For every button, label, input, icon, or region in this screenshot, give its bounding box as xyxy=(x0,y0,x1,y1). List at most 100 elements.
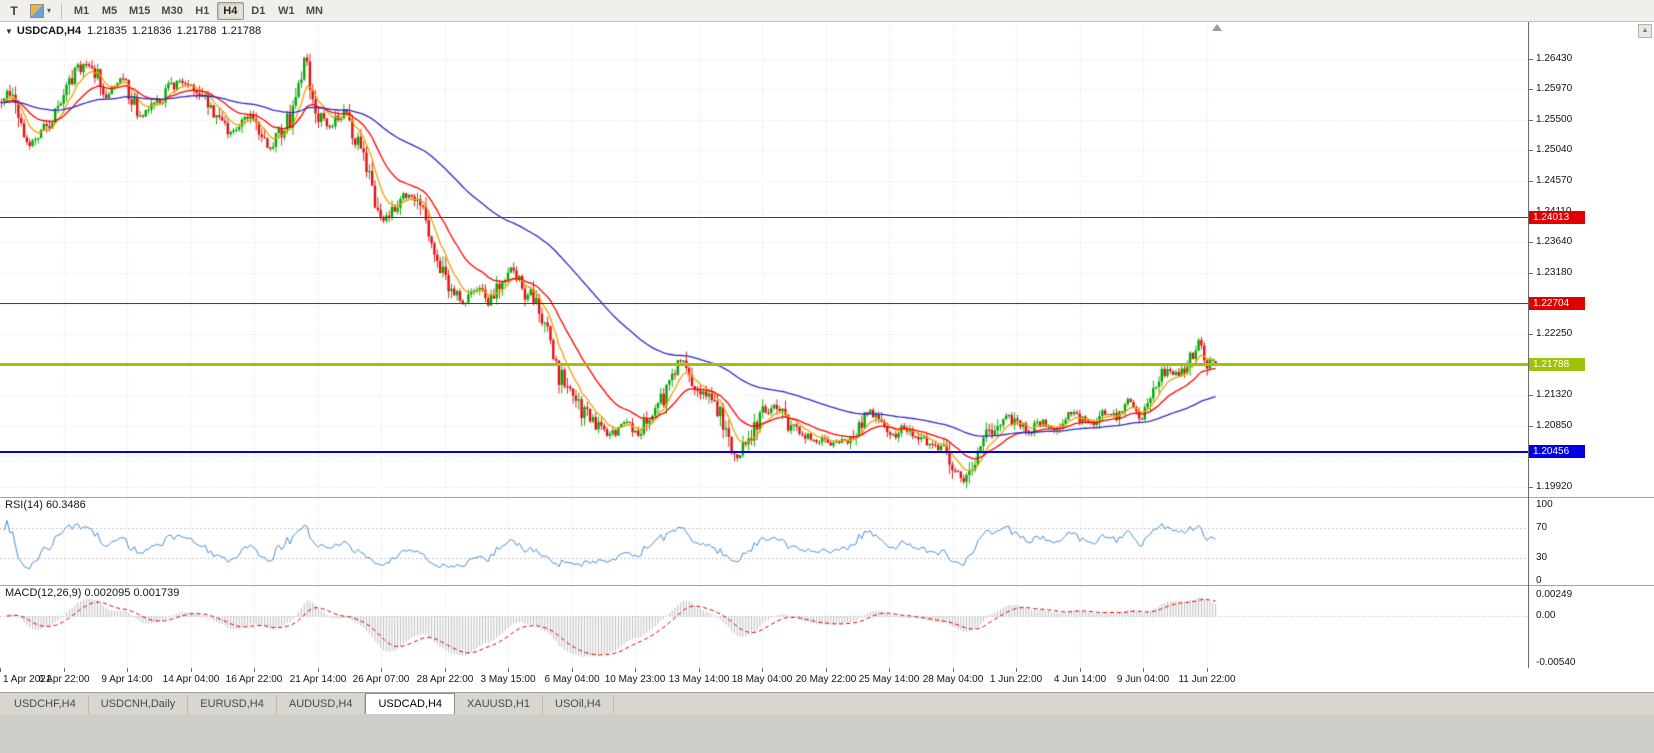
rsi-axis-label: 0 xyxy=(1536,575,1542,586)
timeframe-button-W1[interactable]: W1 xyxy=(273,2,300,20)
price-axis-tick xyxy=(1529,59,1533,60)
chart-tab-USDCAD-H4[interactable]: USDCAD,H4 xyxy=(365,693,456,714)
time-axis-label: 10 May 23:00 xyxy=(604,674,666,685)
price-axis-label: 1.25970 xyxy=(1536,83,1573,94)
scrollbar-up-button[interactable]: ▲ xyxy=(1638,24,1652,38)
time-axis-label: 25 May 14:00 xyxy=(858,674,920,685)
time-axis-label: 20 May 22:00 xyxy=(795,674,857,685)
high-value: 1.21836 xyxy=(131,25,172,37)
low-value: 1.21788 xyxy=(176,25,217,37)
chart-region: ▼ USDCAD,H4 1.21835 1.21836 1.21788 1.21788 R… xyxy=(0,22,1654,692)
price-axis-tick xyxy=(1529,273,1533,274)
price-axis-tick xyxy=(1529,395,1533,396)
horizontal-line-1.2178[interactable] xyxy=(0,363,1528,367)
rsi-current-value: 60.3486 xyxy=(45,499,86,511)
chart-tab-AUDUSD-H4[interactable]: AUDUSD,H4 xyxy=(277,695,366,714)
collapse-arrow-icon[interactable]: ▼ xyxy=(5,27,13,36)
price-tag-1.24013: 1.24013 xyxy=(1529,211,1585,224)
macd-main-value: 0.002095 xyxy=(84,587,131,599)
chart-tab-USDCHF-H4[interactable]: USDCHF,H4 xyxy=(2,695,89,714)
chart-toolbar: T ▾ M1 M5 M15 M30 H1 H4 D1 W1 MN xyxy=(0,0,1654,22)
chart-shift-marker xyxy=(1212,24,1222,31)
time-axis-label: 28 Apr 22:00 xyxy=(416,674,474,685)
price-tag-1.21788: 1.21788 xyxy=(1529,358,1585,371)
chart-tab-XAUUSD-H1[interactable]: XAUUSD,H1 xyxy=(455,695,543,714)
price-axis-tick xyxy=(1529,487,1533,488)
chart-ohlc-header: ▼ USDCAD,H4 1.21835 1.21836 1.21788 1.21788 xyxy=(5,25,266,37)
time-axis-tick xyxy=(699,668,700,672)
price-axis-label: 1.19920 xyxy=(1536,481,1573,492)
time-axis-tick xyxy=(1143,668,1144,672)
chart-tab-USDCNH-Daily[interactable]: USDCNH,Daily xyxy=(89,695,189,714)
price-axis-label: 1.22250 xyxy=(1536,328,1573,339)
time-axis-tick xyxy=(127,668,128,672)
chart-tab-USOil-H4[interactable]: USOil,H4 xyxy=(543,695,614,714)
chart-tab-EURUSD-H4[interactable]: EURUSD,H4 xyxy=(188,695,277,714)
price-axis-label: 1.25040 xyxy=(1536,144,1573,155)
pane-separator-rsi[interactable] xyxy=(0,497,1654,498)
time-scale: 1 Apr 2021 6 Apr 22:00 9 Apr 14:00 14 Apr 0… xyxy=(0,668,1654,692)
close-value: 1.21788 xyxy=(221,25,262,37)
time-axis-label: 11 Jun 22:00 xyxy=(1178,674,1236,685)
time-axis-label: 26 Apr 07:00 xyxy=(352,674,410,685)
rsi-axis-label: 70 xyxy=(1536,522,1548,533)
price-axis-label: 1.24570 xyxy=(1536,175,1573,186)
time-axis-tick xyxy=(318,668,319,672)
macd-axis-label: 0.00249 xyxy=(1536,589,1573,600)
time-axis-label: 16 Apr 22:00 xyxy=(225,674,283,685)
macd-axis-label: 0.00 xyxy=(1536,610,1556,621)
timeframe-button-M15[interactable]: M15 xyxy=(124,2,155,20)
horizontal-line-1.22704[interactable] xyxy=(0,303,1528,305)
rsi-indicator-label: RSI(14) 60.3486 xyxy=(5,499,86,511)
price-tag-1.22704: 1.22704 xyxy=(1529,297,1585,310)
time-axis-label: 18 May 04:00 xyxy=(731,674,793,685)
macd-indicator-label: MACD(12,26,9) 0.002095 0.001739 xyxy=(5,587,179,599)
time-axis-tick xyxy=(381,668,382,672)
time-axis-tick xyxy=(1016,668,1017,672)
price-axis-tick xyxy=(1529,181,1533,182)
candlestick-chart-canvas[interactable] xyxy=(0,22,1528,668)
time-axis-label: 9 Jun 04:00 xyxy=(1116,674,1170,685)
price-axis-label: 1.23640 xyxy=(1536,236,1573,247)
drawing-tool-button[interactable]: ▾ xyxy=(26,2,55,20)
time-axis-label: 3 May 15:00 xyxy=(480,674,536,685)
timeframe-button-MN[interactable]: MN xyxy=(301,2,328,20)
time-axis-tick xyxy=(572,668,573,672)
price-axis-tick xyxy=(1529,334,1533,335)
chart-tabs-bar: USDCHF,H4 USDCNH,Daily EURUSD,H4 AUDUSD,H4 U… xyxy=(0,692,1654,714)
time-axis-label: 21 Apr 14:00 xyxy=(289,674,347,685)
timeframe-button-H1[interactable]: H1 xyxy=(189,2,216,20)
macd-axis-label: -0.00540 xyxy=(1536,657,1576,668)
horizontal-line-1.24013[interactable] xyxy=(0,217,1528,219)
price-axis-tick xyxy=(1529,89,1533,90)
window-bottom-area xyxy=(0,714,1654,753)
timeframe-button-M30[interactable]: M30 xyxy=(156,2,187,20)
time-axis-tick xyxy=(0,668,1,672)
toolbar-separator xyxy=(61,2,63,19)
rsi-axis-label: 100 xyxy=(1536,499,1553,510)
pane-separator-macd[interactable] xyxy=(0,585,1654,586)
time-axis-tick xyxy=(1207,668,1208,672)
time-axis-label: 6 May 04:00 xyxy=(544,674,600,685)
time-axis-label: 9 Apr 14:00 xyxy=(101,674,153,685)
rsi-axis-label: 30 xyxy=(1536,552,1548,563)
timeframe-button-M5[interactable]: M5 xyxy=(96,2,123,20)
price-axis-label: 1.21320 xyxy=(1536,389,1573,400)
time-axis-label: 4 Jun 14:00 xyxy=(1053,674,1107,685)
time-axis-tick xyxy=(445,668,446,672)
price-axis-tick xyxy=(1529,426,1533,427)
price-scale-separator xyxy=(1528,22,1529,668)
macd-name: MACD(12,26,9) xyxy=(5,587,82,599)
price-axis-tick xyxy=(1529,242,1533,243)
price-axis-label: 1.20850 xyxy=(1536,420,1573,431)
time-axis-label: 13 May 14:00 xyxy=(668,674,730,685)
horizontal-line-1.20456[interactable] xyxy=(0,450,1528,453)
timeframe-button-M1[interactable]: M1 xyxy=(68,2,95,20)
text-tool-button[interactable]: T xyxy=(4,2,24,20)
time-axis-tick xyxy=(635,668,636,672)
timeframe-button-D1[interactable]: D1 xyxy=(245,2,272,20)
timeframe-button-H4[interactable]: H4 xyxy=(216,1,244,20)
timeframe-buttons: M1 M5 M15 M30 H1 H4 D1 W1 MN xyxy=(68,1,329,20)
time-axis-tick xyxy=(254,668,255,672)
